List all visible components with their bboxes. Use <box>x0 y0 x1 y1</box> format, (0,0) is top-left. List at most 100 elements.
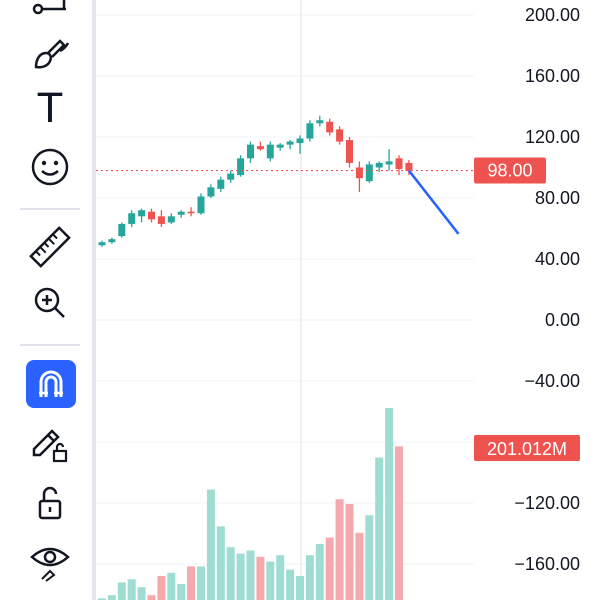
candlesticks <box>98 115 413 247</box>
emoji-icon <box>31 148 69 186</box>
volume-bar <box>226 547 235 600</box>
candle-body <box>197 196 205 214</box>
candle-body <box>385 161 393 165</box>
candle-body <box>237 158 245 176</box>
volume-bar <box>236 553 245 600</box>
volume-bar <box>157 576 166 600</box>
ruler-tool-button[interactable] <box>22 222 78 272</box>
lock-tool-button[interactable] <box>22 478 78 528</box>
lock-drawings-icon <box>32 429 68 463</box>
volume-label: 201.012M <box>487 439 567 459</box>
candle-body <box>276 144 284 148</box>
price-axis-tick-label: −160.00 <box>514 554 580 574</box>
price-axis-tick-label: −120.00 <box>514 493 580 513</box>
volume-bar <box>246 550 255 600</box>
candle-body <box>316 120 324 124</box>
text-tool-button[interactable]: T <box>22 84 78 134</box>
drawing-toolbar: T <box>0 0 96 600</box>
candle-body <box>118 223 126 237</box>
candle-body <box>296 138 304 144</box>
zoom-in-tool-button[interactable] <box>22 278 78 328</box>
toolbar-separator <box>20 344 80 346</box>
candle-body <box>167 216 175 223</box>
price-axis-tick-label: 80.00 <box>535 188 580 208</box>
zoom-in-icon <box>34 287 65 318</box>
volume-bar <box>315 544 324 600</box>
candle-body <box>336 129 344 142</box>
volume-bar <box>375 457 384 600</box>
price-chart[interactable]: 200.00160.00120.0080.0040.000.00−40.00−8… <box>96 0 600 600</box>
magnet-icon <box>39 370 63 397</box>
volume-bar <box>355 532 364 600</box>
candle-body <box>128 213 136 224</box>
volume-bar <box>365 515 374 600</box>
volume-bar <box>296 576 304 600</box>
volume-bar <box>335 499 344 600</box>
candle-body <box>217 179 225 189</box>
volume-bar <box>117 582 126 600</box>
volume-bar <box>395 446 403 600</box>
candle-body <box>395 158 403 170</box>
candle-body <box>108 239 116 243</box>
volume-bar <box>107 595 116 600</box>
candle-body <box>247 144 254 159</box>
volume-bar <box>216 526 225 600</box>
text-icon: T <box>37 86 63 132</box>
candle-body <box>207 187 215 197</box>
eye-icon <box>30 547 70 582</box>
candle-body <box>98 242 106 246</box>
volume-bar <box>256 556 265 600</box>
volume-bar <box>385 408 394 600</box>
price-axis-tick-label: 200.00 <box>525 5 580 25</box>
volume-bar <box>98 598 106 600</box>
brush-icon <box>34 39 70 69</box>
volume-bar <box>197 566 205 600</box>
candle-body <box>227 173 235 180</box>
volume-bar <box>345 504 354 600</box>
volume-bar <box>266 561 275 600</box>
drawn-trend-line[interactable] <box>407 169 460 235</box>
volume-bar <box>167 572 176 600</box>
candle-body <box>187 211 195 214</box>
candle-body <box>266 144 274 159</box>
volume-bar <box>127 579 136 600</box>
volume-bars <box>98 408 403 600</box>
candle-body <box>365 164 373 182</box>
volume-bar <box>325 537 334 600</box>
chart-grid <box>96 14 474 565</box>
volume-bar <box>305 555 314 600</box>
candle-body <box>256 146 264 150</box>
candle-body <box>157 216 165 224</box>
candle-body <box>375 162 383 168</box>
brush-tool-button[interactable] <box>22 28 78 78</box>
candle-body <box>286 141 294 145</box>
volume-bar <box>147 595 156 600</box>
volume-bar <box>177 584 186 600</box>
emoji-tool-button[interactable] <box>22 142 78 192</box>
candle-body <box>326 121 334 133</box>
lock-drawings-tool-button[interactable] <box>22 416 78 466</box>
toolbar-separator <box>20 208 80 210</box>
price-axis-tick-label: 120.00 <box>525 127 580 147</box>
candle-body <box>346 140 353 163</box>
candle-body <box>355 167 363 179</box>
price-axis-tick-label: 40.00 <box>535 249 580 269</box>
volume-bar <box>206 489 215 600</box>
line-tool-button[interactable] <box>22 0 78 32</box>
price-axis-tick-label: 0.00 <box>545 310 580 330</box>
eye-tool-button[interactable] <box>22 536 78 586</box>
candle-body <box>148 211 155 220</box>
price-axis-tick-label: 160.00 <box>525 66 580 86</box>
candle-body <box>138 210 146 217</box>
candle-body <box>177 211 185 215</box>
magnet-tool-button[interactable] <box>26 360 76 408</box>
toolbar-divider <box>92 0 96 600</box>
line-tool-icon <box>32 0 66 15</box>
volume-badge: 201.012M <box>474 435 580 461</box>
volume-bar <box>187 566 196 600</box>
last-price-badge: 98.00 <box>474 157 546 184</box>
candle-body <box>405 162 413 171</box>
volume-bar <box>137 587 146 600</box>
volume-bar <box>276 555 285 600</box>
last-price-label: 98.00 <box>487 161 532 181</box>
